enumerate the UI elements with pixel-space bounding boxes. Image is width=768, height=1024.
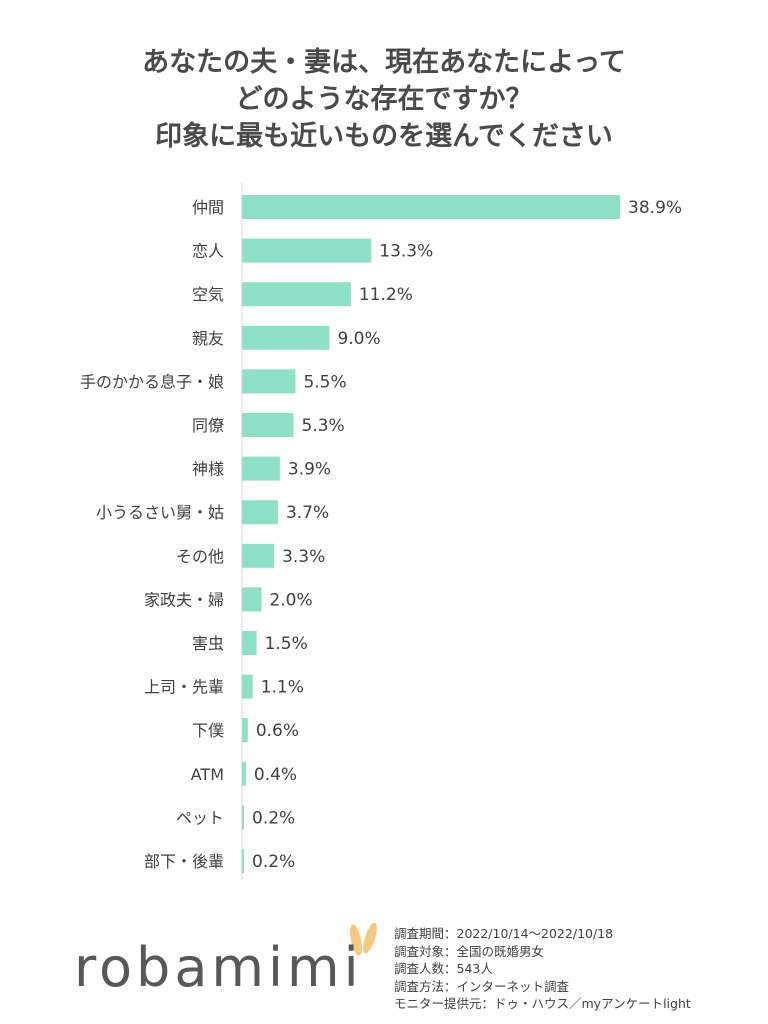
category-label: 上司・先輩 <box>144 678 224 697</box>
bar <box>242 456 280 481</box>
note-period: 調査期間：2022/10/14～2022/10/18 <box>394 926 614 941</box>
value-label: 5.5% <box>303 372 346 392</box>
category-label: 神様 <box>192 460 224 479</box>
bar <box>242 849 244 873</box>
category-label: ペット <box>176 808 224 827</box>
value-label: 3.3% <box>282 547 325 567</box>
note-count: 調査人数：543人 <box>394 961 493 976</box>
title-line-3: 印象に最も近いものを選んでください <box>155 121 613 152</box>
logo-text: robamimi <box>74 936 363 999</box>
category-label: 空気 <box>192 285 224 304</box>
value-label: 0.2% <box>252 808 295 828</box>
bar <box>242 631 257 655</box>
bar <box>242 587 262 612</box>
value-label: 3.7% <box>286 503 329 523</box>
category-label: 恋人 <box>192 242 224 261</box>
category-label: ATM <box>191 765 224 784</box>
bar-chart: 仲間 38.9% 恋人 13.3% 空気 11.2% 親友 9.0% 手のかかる息子・娘 5.5%… <box>80 183 682 880</box>
category-label: 親友 <box>192 329 224 348</box>
category-label: 害虫 <box>192 634 224 653</box>
bar <box>242 369 296 394</box>
title-line-1: あなたの夫・妻は、現在あなたによって <box>142 47 626 78</box>
bar <box>242 500 278 525</box>
bar <box>242 282 351 307</box>
category-label: 小うるさい舅・姑 <box>96 503 224 522</box>
value-label: 38.9% <box>628 198 682 218</box>
bar <box>242 195 621 219</box>
category-label: 仲間 <box>192 198 224 217</box>
note-method: 調査方法：インターネット調査 <box>394 978 570 994</box>
value-label: 1.5% <box>265 634 308 654</box>
value-label: 13.3% <box>379 242 433 262</box>
value-label: 0.6% <box>256 721 299 741</box>
bar <box>242 238 372 263</box>
value-label: 0.4% <box>254 765 297 785</box>
category-label: その他 <box>176 547 224 566</box>
title-line-2: どのような存在ですか？ <box>235 84 533 115</box>
category-label: 同僚 <box>192 416 224 435</box>
value-label: 1.1% <box>261 678 304 698</box>
survey-notes: 調査期間：2022/10/14～2022/10/18 調査対象：全国の既婚男女 … <box>394 925 764 1013</box>
category-label: 手のかかる息子・娘 <box>80 372 224 391</box>
bar <box>242 718 248 743</box>
bar <box>242 761 246 786</box>
robamimi-logo: robamimi <box>74 920 377 1000</box>
value-label: 11.2% <box>359 285 413 305</box>
value-label: 3.9% <box>288 460 331 480</box>
value-label: 2.0% <box>269 590 312 610</box>
bar <box>242 413 294 437</box>
value-label: 5.3% <box>302 416 345 436</box>
bar <box>242 325 330 350</box>
value-label: 9.0% <box>337 329 380 349</box>
category-label: 下僕 <box>192 721 224 740</box>
category-label: 部下・後輩 <box>144 852 224 871</box>
category-label: 家政夫・婦 <box>144 590 224 609</box>
rabbit-ears-icon <box>350 922 377 956</box>
bar <box>242 674 253 699</box>
chart-title: あなたの夫・妻は、現在あなたによって どのような存在ですか？ 印象に最も近いもの… <box>0 44 768 155</box>
bar <box>242 543 275 568</box>
note-provider: モニター提供元：ドゥ・ハウス／myアンケートlight <box>394 996 691 1011</box>
value-label: 0.2% <box>252 852 295 872</box>
bar <box>242 805 244 830</box>
note-target: 調査対象：全国の既婚男女 <box>394 943 545 959</box>
